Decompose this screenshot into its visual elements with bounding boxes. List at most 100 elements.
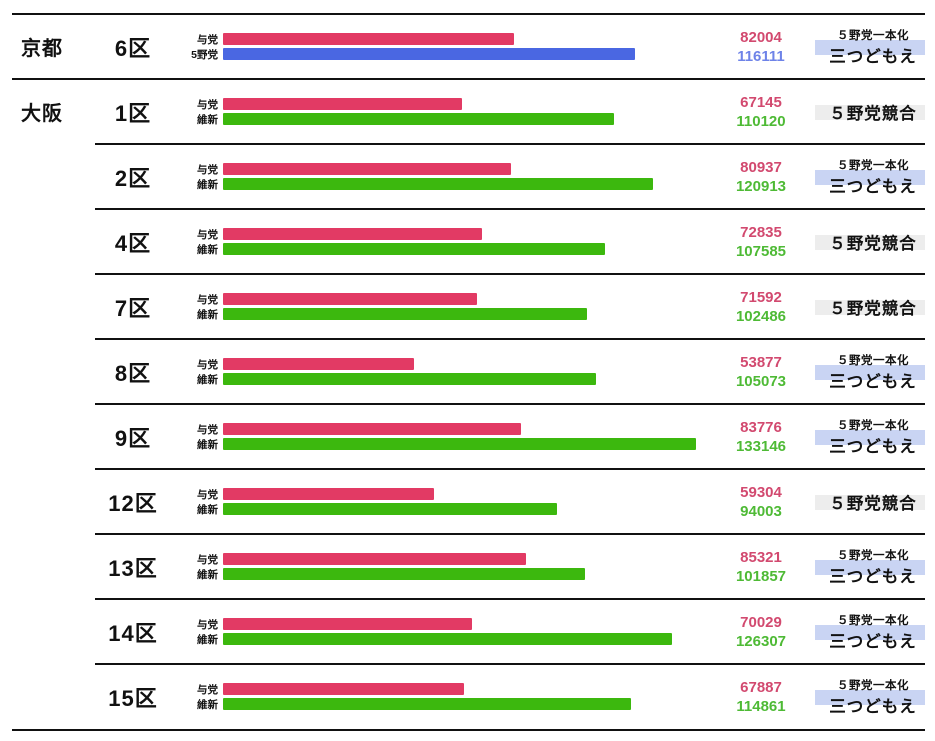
status-tag-column: ５野党競合	[811, 295, 935, 319]
tag-highlight-band	[815, 689, 925, 705]
vote-value: 82004	[740, 28, 782, 46]
vote-value: 94003	[740, 502, 782, 520]
bar-series-label: 与党	[197, 618, 218, 631]
status-tag-column: ５野党競合	[811, 230, 935, 254]
district-rows: 京都 6区 与党 5野党 82004 116111 ５野党一本化 三つどもえ 大阪 1区 与党 維新 6…	[0, 13, 935, 729]
bar-row: 与党	[171, 423, 711, 436]
ishin-party-bar	[223, 438, 696, 450]
status-tag: ５野党一本化 三つどもえ	[811, 612, 935, 652]
vote-values: 72835 107585	[711, 223, 811, 261]
bar-row: 与党	[171, 293, 711, 306]
bar-series-label: 与党	[197, 163, 218, 176]
row-separator	[95, 403, 925, 405]
bar-series-label: 維新	[197, 308, 218, 321]
district-label: 13区	[95, 551, 171, 583]
bottom-rule	[12, 729, 925, 731]
district-label: 2区	[95, 161, 171, 193]
tag-highlight-band	[815, 234, 925, 250]
ishin-party-bar	[223, 308, 587, 320]
district-label: 7区	[95, 291, 171, 323]
bar-row: 与党	[171, 163, 711, 176]
row-separator	[95, 468, 925, 470]
status-tag-column: ５野党競合	[811, 100, 935, 124]
district-row: 4区 与党 維新 72835 107585 ５野党競合	[0, 208, 935, 274]
district-row: 13区 与党 維新 85321 101857 ５野党一本化 三つどもえ	[0, 533, 935, 599]
bar-series-label: 5野党	[191, 48, 218, 61]
tag-highlight-band	[815, 429, 925, 445]
vote-value: 107585	[735, 242, 787, 260]
bar-series-label: 与党	[197, 683, 218, 696]
district-label: 12区	[95, 486, 171, 518]
bar-series-label: 与党	[197, 33, 218, 46]
district-text: 12区	[108, 490, 158, 516]
row-separator	[95, 338, 925, 340]
row-separator	[95, 208, 925, 210]
status-tag: ５野党一本化 三つどもえ	[811, 547, 935, 587]
row-separator	[12, 13, 925, 15]
prefecture-text: 京都	[21, 38, 63, 60]
bar-series-label: 維新	[197, 568, 218, 581]
bar-chart-area: 与党維新	[171, 95, 711, 128]
bar-series-label: 維新	[197, 243, 218, 256]
ruling-party-bar	[223, 423, 521, 435]
tag-text: 三つどもえ	[829, 632, 917, 651]
status-tag-column: ５野党一本化 三つどもえ	[811, 417, 935, 457]
bar-series-label: 維新	[197, 633, 218, 646]
district-text: 4区	[114, 230, 152, 256]
bar-chart-area: 与党 維新	[171, 680, 711, 713]
ishin-party-bar	[223, 178, 653, 190]
ruling-party-bar	[223, 228, 482, 240]
bar-row: 与党	[171, 488, 711, 501]
tag-highlight-band	[815, 299, 925, 315]
vote-value: 67887	[740, 678, 782, 696]
ishin-party-bar	[223, 243, 605, 255]
status-tag: ５野党競合	[811, 230, 935, 254]
ruling-party-bar	[223, 553, 526, 565]
bar-row: 与党	[171, 358, 711, 371]
tag-text: 三つどもえ	[829, 437, 917, 456]
prefecture-label: 京都	[0, 32, 95, 61]
district-label: 6区	[95, 31, 171, 63]
bar-chart-area: 与党維新	[171, 355, 711, 388]
tag-text: ５野党一本化	[837, 29, 909, 42]
bar-series-label: 維新	[197, 113, 218, 126]
vote-value: 70029	[740, 613, 782, 631]
status-tag: ５野党一本化 三つどもえ	[811, 27, 935, 67]
tag-text: 三つどもえ	[829, 697, 917, 716]
vote-value: 80937	[740, 158, 782, 176]
status-tag-column: ５野党一本化 三つどもえ	[811, 27, 935, 67]
bar-series-label: 維新	[197, 698, 218, 711]
vote-values: 70029 126307	[711, 613, 811, 651]
district-label: 14区	[95, 616, 171, 648]
vote-values: 67887 114861	[711, 678, 811, 716]
vote-value: 110120	[736, 112, 786, 130]
vote-values: 82004 116111	[711, 28, 811, 66]
status-tag: ５野党競合	[811, 490, 935, 514]
bar-row: 与党	[171, 683, 711, 696]
ruling-party-bar	[223, 683, 464, 695]
tag-text: 三つどもえ	[829, 567, 917, 586]
bar-series-label: 維新	[197, 438, 218, 451]
vote-values: 80937 120913	[711, 158, 811, 196]
bar-series-label: 維新	[197, 373, 218, 386]
ruling-party-bar	[223, 488, 434, 500]
ishin-party-bar	[223, 503, 557, 515]
tag-text: ５野党一本化	[837, 679, 909, 692]
bar-series-label: 与党	[197, 488, 218, 501]
opp5-party-bar	[223, 48, 635, 60]
district-label: 1区	[95, 96, 171, 128]
vote-value: 59304	[740, 483, 782, 501]
vote-value: 116111	[737, 47, 785, 65]
bar-chart-area: 与党 維新	[171, 615, 711, 648]
row-separator	[95, 143, 925, 145]
vote-values: 83776 133146	[711, 418, 811, 456]
prefecture-label: 大阪	[0, 97, 95, 126]
tag-text: 三つどもえ	[829, 372, 917, 391]
district-text: 7区	[114, 295, 152, 321]
status-tag-column: ５野党一本化 三つどもえ	[811, 547, 935, 587]
bar-row: 与党	[171, 98, 711, 111]
bar-row: 維新	[171, 503, 711, 516]
status-tag-column: ５野党一本化 三つどもえ	[811, 352, 935, 392]
ishin-party-bar	[223, 568, 585, 580]
